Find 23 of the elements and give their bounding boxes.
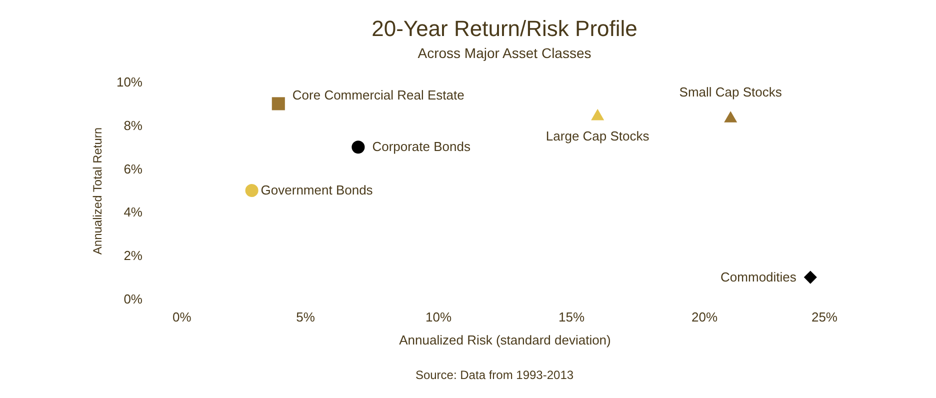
series-label: Small Cap Stocks	[679, 84, 782, 100]
x-tick-label: 20%	[691, 310, 718, 324]
x-tick-label: 5%	[296, 310, 316, 324]
series-label: Core Commercial Real Estate	[292, 88, 464, 103]
source-note: Source: Data from 1993-2013	[415, 368, 574, 382]
chart-subtitle: Across Major Asset Classes	[418, 45, 592, 61]
series-label: Corporate Bonds	[372, 139, 471, 154]
x-tick-label: 25%	[811, 310, 838, 324]
y-tick-label: 10%	[116, 74, 143, 90]
y-tick-label: 6%	[124, 161, 143, 176]
x-tick-label: 0%	[172, 310, 192, 324]
x-tick-label: 10%	[425, 310, 452, 324]
x-tick-label: 15%	[558, 310, 585, 324]
y-tick-label: 2%	[124, 248, 143, 264]
y-tick-label: 8%	[124, 118, 143, 133]
series-label: Government Bonds	[260, 182, 374, 198]
series-label: Commodities	[720, 269, 797, 284]
y-tick-label: 0%	[124, 292, 143, 306]
y-axis-title: Annualized Total Return	[90, 127, 104, 255]
x-axis-title: Annualized Risk (standard deviation)	[399, 332, 611, 348]
chart-title: 20-Year Return/Risk Profile	[372, 16, 638, 41]
y-tick-label: 4%	[124, 204, 143, 220]
series-label: Large Cap Stocks	[546, 128, 650, 144]
